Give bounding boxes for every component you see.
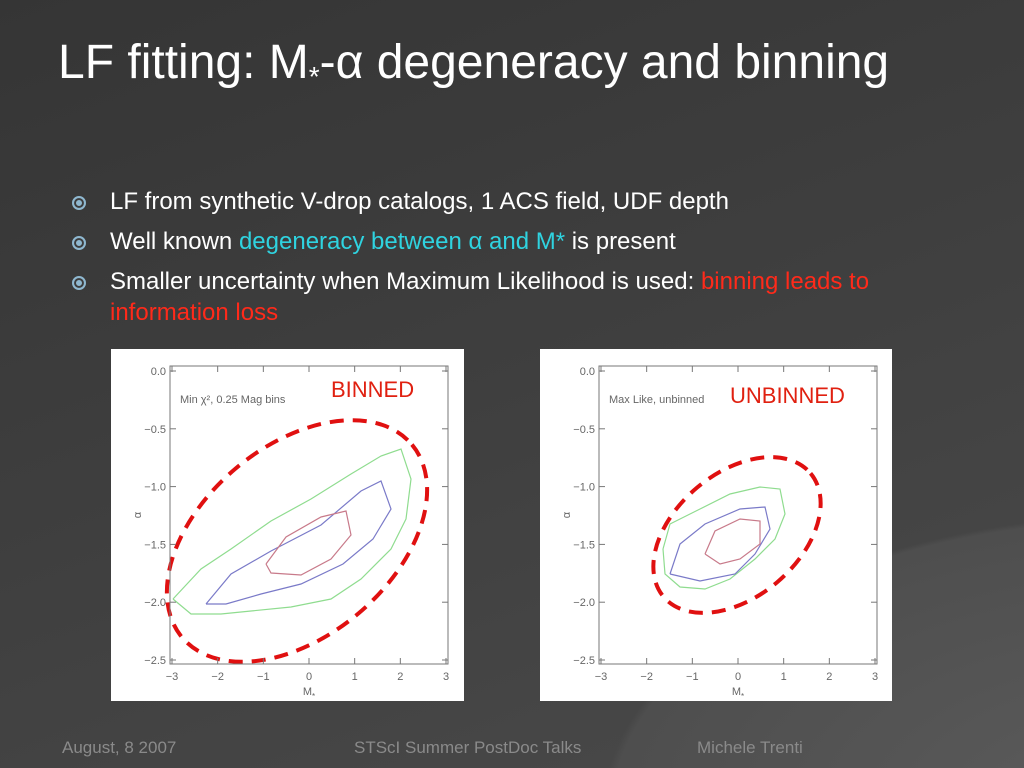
title-subscript: * xyxy=(308,61,320,92)
slide-title: LF fitting: M*-α degeneracy and binning xyxy=(58,26,958,99)
figure-label: UNBINNED xyxy=(730,383,845,408)
footer-event: STScI Summer PostDoc Talks xyxy=(354,738,582,757)
x-tick-label: 2 xyxy=(397,671,403,683)
x-tick-label: 3 xyxy=(872,671,878,683)
x-tick-label: −2 xyxy=(640,671,653,683)
highlight-ellipse xyxy=(651,455,823,615)
plot-annotation: Min χ², 0.25 Mag bins xyxy=(180,394,286,406)
highlight-text: binning leads to information loss xyxy=(110,268,870,326)
x-tick-label: −3 xyxy=(595,671,608,683)
highlight-ellipse xyxy=(164,418,430,664)
figure: 0.0 −0.5 −1.0 −1.5 −2.0 −2.5−3 −2 −1 0 1 2 3 M* α Min … xyxy=(111,349,464,701)
contour xyxy=(265,510,352,576)
x-tick-label: −1 xyxy=(686,671,699,683)
x-tick-label: −3 xyxy=(166,671,179,683)
bullet-text: Smaller uncertainty when Maximum Likelih… xyxy=(110,268,701,295)
highlight-text: degeneracy between α and M* xyxy=(238,228,566,255)
x-tick-label: 0 xyxy=(306,671,312,683)
x-tick-label: −1 xyxy=(257,671,270,683)
axis-label-text: M xyxy=(303,686,312,698)
figure-label: BINNED xyxy=(331,377,414,402)
bullet-list: LF from synthetic V-drop catalogs, 1 ACS… xyxy=(72,186,952,337)
x-tick-label: 3 xyxy=(443,671,449,683)
y-axis-label: α xyxy=(132,511,144,518)
footer-author: Michele Trenti xyxy=(697,738,803,757)
bullet: LF from synthetic V-drop catalogs, 1 ACS… xyxy=(72,186,952,217)
x-tick-label: 1 xyxy=(352,671,358,683)
contour xyxy=(704,518,761,565)
figure: 0.0 −0.5 −1.0 −1.5 −2.0 −2.5−3 −2 −1 0 1 2 3 M* α Max … xyxy=(540,349,892,701)
y-axis-label: α xyxy=(561,511,573,518)
y-tick-label: −1.0 xyxy=(144,482,166,494)
axis-label-text: M xyxy=(732,686,741,698)
title-text: -α degeneracy and binning xyxy=(319,36,890,89)
y-tick-label: −1.5 xyxy=(573,539,595,551)
footer-date: August, 8 2007 xyxy=(62,738,177,757)
y-tick-label: −2.5 xyxy=(144,655,166,667)
plot-frame xyxy=(598,365,878,665)
y-tick-label: 0.0 xyxy=(151,366,166,378)
bullet-text: Well known xyxy=(110,228,239,255)
x-tick-label: 1 xyxy=(781,671,787,683)
contour xyxy=(662,486,786,590)
axis-label-subscript: * xyxy=(312,692,315,701)
contour xyxy=(172,448,412,615)
x-tick-label: −2 xyxy=(211,671,224,683)
x-axis-label: M* xyxy=(303,686,315,701)
bullet-text: is present xyxy=(565,228,676,255)
y-tick-label: −0.5 xyxy=(573,424,595,436)
y-tick-label: −2.5 xyxy=(573,655,595,667)
y-tick-label: −2.0 xyxy=(144,597,166,609)
y-tick-label: −0.5 xyxy=(144,424,166,436)
axis-label-subscript: * xyxy=(741,692,744,701)
y-tick-label: −2.0 xyxy=(573,597,595,609)
y-tick-label: −1.5 xyxy=(144,539,166,551)
bullet: Well known degeneracy between α and M* i… xyxy=(72,226,952,257)
x-axis-label: M* xyxy=(732,686,744,701)
y-tick-label: 0.0 xyxy=(580,366,595,378)
title-text: LF fitting: M xyxy=(58,36,309,89)
x-tick-label: 0 xyxy=(735,671,741,683)
bullet: Smaller uncertainty when Maximum Likelih… xyxy=(72,266,952,328)
x-tick-label: 2 xyxy=(826,671,832,683)
plot-annotation: Max Like, unbinned xyxy=(609,394,704,406)
bullet-text: LF from synthetic V-drop catalogs, 1 ACS… xyxy=(110,188,729,215)
contour xyxy=(205,480,392,605)
y-tick-label: −1.0 xyxy=(573,482,595,494)
contour xyxy=(669,506,771,582)
